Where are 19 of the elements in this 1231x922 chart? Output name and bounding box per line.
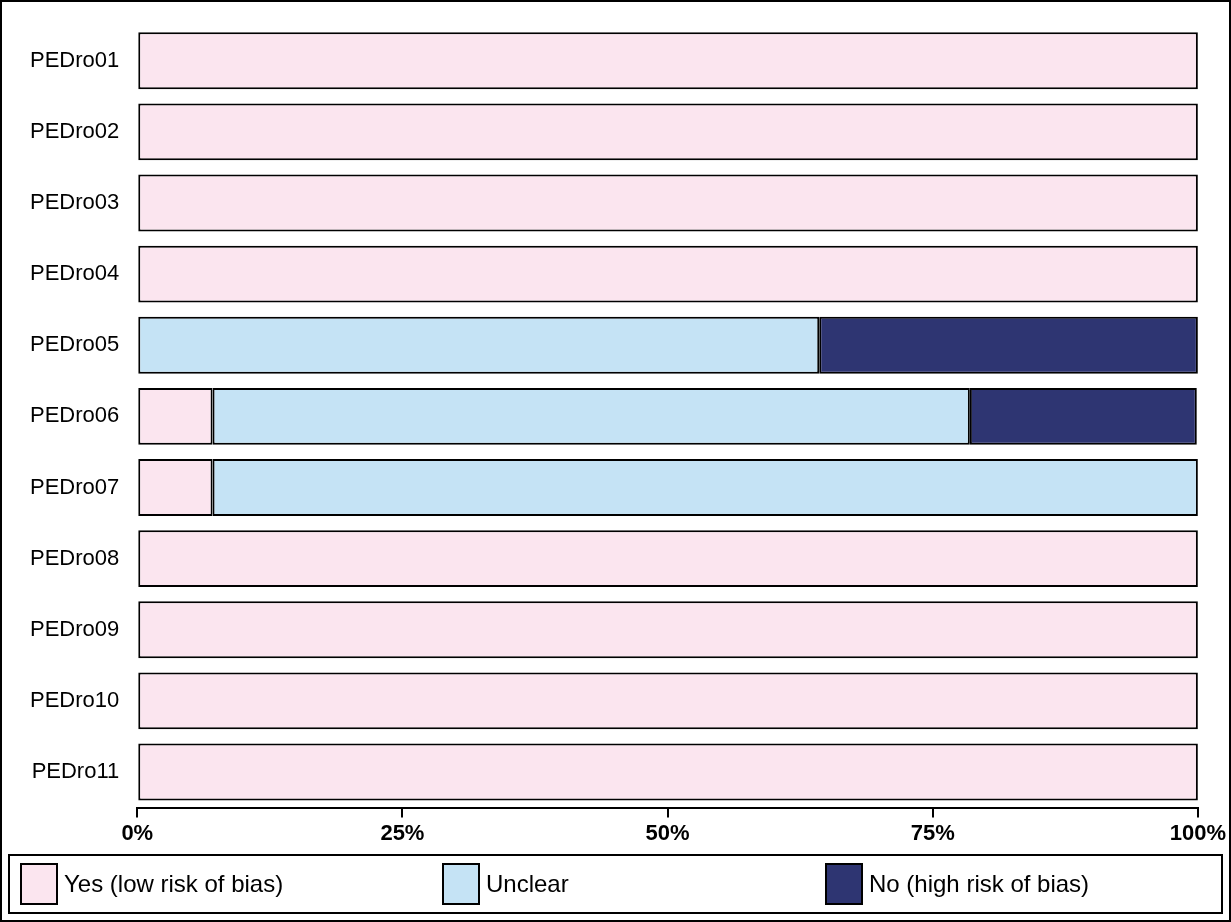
x-tick-label: 0% <box>121 819 154 845</box>
x-tick-label: 50% <box>645 819 690 845</box>
text: Yes (low risk of bias) <box>64 870 284 898</box>
y-tick-label: PEDro10 <box>29 686 120 712</box>
legend-label: Unclear <box>486 870 569 898</box>
y-tick-label: PEDro06 <box>29 402 120 428</box>
y-tick-label: PEDro09 <box>29 615 120 641</box>
y-tick-label: PEDro03 <box>29 189 120 215</box>
y-tick-label: PEDro08 <box>29 544 120 570</box>
legend-label: No (high risk of bias) <box>869 870 1090 898</box>
y-tick-label: PEDro04 <box>29 260 120 286</box>
x-tick-label: 75% <box>910 819 955 845</box>
x-tick-label: 100% <box>1169 819 1227 845</box>
y-tick-label: PEDro02 <box>29 117 120 143</box>
y-tick-label: PEDro11 <box>31 758 120 784</box>
y-tick-label: PEDro07 <box>29 473 120 499</box>
y-tick-label: PEDro05 <box>29 331 120 357</box>
y-tick-label: PEDro01 <box>29 46 120 72</box>
x-tick-label: 25% <box>380 819 425 845</box>
